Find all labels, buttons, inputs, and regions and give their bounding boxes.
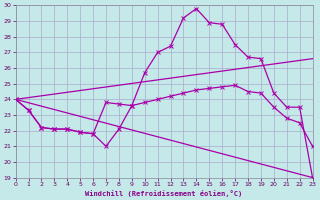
X-axis label: Windchill (Refroidissement éolien,°C): Windchill (Refroidissement éolien,°C): [85, 190, 243, 197]
